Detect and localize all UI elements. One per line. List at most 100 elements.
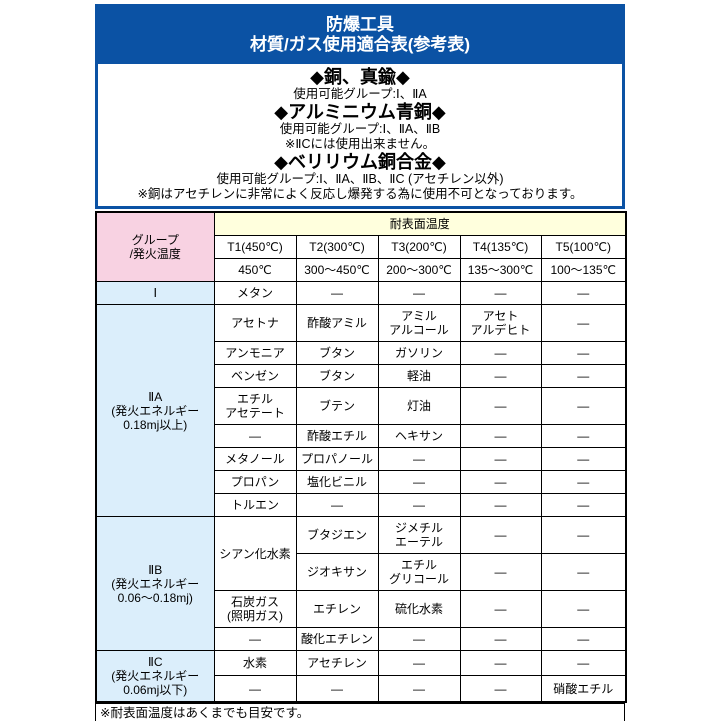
material-groups-aluminum-bronze: 使用可能グループ:Ⅰ、ⅡA、ⅡB — [279, 122, 441, 136]
group-label-cell: ⅡB (発火エネルギー 0.06〜0.18mj) — [95, 516, 215, 651]
gas-cell: — — [295, 281, 379, 305]
temp-range-cell: 200〜300℃ — [377, 258, 461, 282]
gas-cell: — — [459, 553, 542, 591]
table-row: グループ /発火温度 耐表面温度 — [95, 211, 627, 282]
temp-class-cell: T1(450℃) — [213, 235, 297, 259]
material-note-aluminum-bronze: ※ⅡCには使用出来ません。 — [284, 137, 436, 151]
gas-cell: 酢酸アミル — [295, 304, 379, 342]
table-row: ジオキサン エチル グリコール — — — [96, 553, 627, 591]
temp-range-cell: 450℃ — [213, 258, 297, 282]
gas-cell: — — [459, 364, 542, 388]
gas-cell: ブテン — [295, 387, 379, 425]
material-name-beryllium-copper: ◆ベリリウム銅合金◆ — [274, 152, 446, 172]
group-label-cell: Ⅰ — [95, 281, 215, 305]
temp-class-cell: T5(100℃) — [540, 235, 627, 259]
gas-cell: — — [213, 424, 297, 448]
table-row: — — — — 硝酸エチル — [96, 675, 627, 703]
gas-cell: — — [213, 675, 297, 703]
gas-cell: プロパノール — [295, 447, 379, 471]
gas-cell: — — [459, 493, 542, 517]
gas-cell: ジオキサン — [295, 553, 379, 591]
material-groups-copper-brass: 使用可能グループ:Ⅰ、ⅡA — [293, 87, 427, 101]
gas-cell: 硝酸エチル — [540, 675, 627, 703]
table-row: ⅡC (発火エネルギー 0.06mj以下) 水素 アセチレン — — — — [95, 649, 627, 703]
gas-cell: — — [540, 304, 627, 342]
gas-cell: — — [540, 341, 627, 365]
table-row: 石炭ガス (照明ガス) エチレン 硫化水素 — — — [96, 590, 627, 628]
gas-cell: エチレン — [295, 590, 379, 628]
gas-cell: — — [540, 424, 627, 448]
gas-cell: — — [213, 627, 297, 651]
gas-cell: — — [459, 424, 542, 448]
group-label-cell: ⅡC (発火エネルギー 0.06mj以下) — [95, 650, 215, 703]
gas-cell: — — [540, 364, 627, 388]
gas-cell: ガソリン — [377, 341, 461, 365]
title-line-1: 防爆工具 — [326, 15, 394, 34]
gas-cell: — — [459, 675, 542, 703]
gas-cell: エチル アセテート — [213, 387, 297, 425]
gas-cell: — — [295, 493, 379, 517]
gas-cell: — — [377, 627, 461, 651]
material-name-copper-brass: ◆銅、真鍮◆ — [310, 67, 410, 87]
table-row: エチル アセテート ブテン 灯油 — — — [96, 387, 627, 425]
table-row: ⅡA (発火エネルギー 0.18mj以上) アセトナ 酢酸アミル アミル アルコールア… — [95, 304, 627, 517]
gas-cell: — — [377, 493, 461, 517]
gas-cell: — — [459, 649, 542, 677]
material-note-copper-acetylene: ※銅はアセチレンに非常によく反応し爆発する為に使用不可となっております。 — [137, 187, 583, 201]
title-line-2: 材質/ガス使用適合表(参考表) — [249, 35, 471, 54]
table-header: グループ /発火温度 耐表面温度 T1(450℃) T2(300℃) T3(200℃… — [95, 211, 627, 282]
gas-cell: アセト アルデヒト — [459, 304, 542, 342]
gas-compatibility-table: グループ /発火温度 耐表面温度 T1(450℃) T2(300℃) T3(200℃… — [95, 211, 627, 703]
gas-cell: ブタン — [295, 341, 379, 365]
gas-cell: — — [459, 590, 542, 628]
gas-cell: — — [540, 627, 627, 651]
temp-class-cell: T2(300℃) — [295, 235, 379, 259]
gas-cell: メタン — [213, 281, 297, 305]
gas-cell: — — [377, 649, 461, 677]
material-groups-beryllium-copper: 使用可能グループ:Ⅰ、ⅡA、ⅡB、ⅡC (アセチレン以外) — [216, 172, 504, 186]
gas-cell: — — [540, 649, 627, 677]
gas-cell: 水素 — [213, 649, 297, 677]
gas-cell: — — [459, 470, 542, 494]
corner-label: グループ /発火温度 — [95, 211, 215, 282]
gas-cell: ジメチル エーテル — [377, 516, 461, 554]
material-name-aluminum-bronze: ◆アルミニウム青銅◆ — [274, 102, 446, 122]
temp-range-cell: 300〜450℃ — [295, 258, 379, 282]
gas-cell: 塩化ビニル — [295, 470, 379, 494]
temp-class-row: T1(450℃) T2(300℃) T3(200℃) T4(135℃) T5(100℃) — [96, 235, 627, 259]
gas-cell: — — [459, 341, 542, 365]
footnote-line-1: ※耐表面温度はあくまでも目安です。 — [100, 706, 310, 720]
gas-cell: 灯油 — [377, 387, 461, 425]
document-page: 防爆工具 材質/ガス使用適合表(参考表) ◆銅、真鍮◆ 使用可能グループ:Ⅰ、Ⅱ… — [95, 4, 627, 721]
gas-cell: ブタジエン — [295, 516, 379, 554]
material-info-box: 防爆工具 材質/ガス使用適合表(参考表) ◆銅、真鍮◆ 使用可能グループ:Ⅰ、Ⅱ… — [95, 4, 625, 209]
temp-class-cell: T4(135℃) — [459, 235, 542, 259]
gas-cell: 石炭ガス (照明ガス) — [213, 590, 297, 628]
gas-cell: — — [540, 553, 627, 591]
gas-cell: — — [540, 493, 627, 517]
gas-cell: — — [377, 281, 461, 305]
gas-cell: アセチレン — [295, 649, 379, 677]
gas-cell: — — [540, 590, 627, 628]
document-title: 防爆工具 材質/ガス使用適合表(参考表) — [98, 7, 622, 64]
gas-cell: アセトナ — [213, 304, 297, 342]
gas-cell: エチル グリコール — [377, 553, 461, 591]
table-row: ⅡB (発火エネルギー 0.06〜0.18mj) シアン化水素 ブタジエン ジメチル … — [95, 516, 627, 651]
gas-cell: — — [540, 516, 627, 554]
gas-cell: アンモニア — [213, 341, 297, 365]
gas-cell: アミル アルコール — [377, 304, 461, 342]
gas-cell: 軽油 — [377, 364, 461, 388]
gas-table-body: Ⅰ メタン — — — — ⅡA (発火エネルギー 0.18mj以上) アセトナ 酢酸アミル アミ… — [95, 281, 627, 703]
gas-cell: 酸化エチレン — [295, 627, 379, 651]
temp-range-cell: 100〜135℃ — [540, 258, 627, 282]
table-row: Ⅰ メタン — — — — — [95, 281, 627, 305]
gas-cell: シアン化水素 — [213, 516, 297, 591]
material-list: ◆銅、真鍮◆ 使用可能グループ:Ⅰ、ⅡA ◆アルミニウム青銅◆ 使用可能グループ… — [98, 64, 622, 206]
gas-cell: — — [540, 470, 627, 494]
gas-cell: ヘキサン — [377, 424, 461, 448]
footnote-box: ※耐表面温度はあくまでも目安です。 ハンマーで叩くなどして表面温度がこの温度を超… — [95, 703, 625, 721]
gas-cell: — — [377, 470, 461, 494]
gas-cell: 硫化水素 — [377, 590, 461, 628]
gas-cell: — — [459, 627, 542, 651]
gas-cell: トルエン — [213, 493, 297, 517]
